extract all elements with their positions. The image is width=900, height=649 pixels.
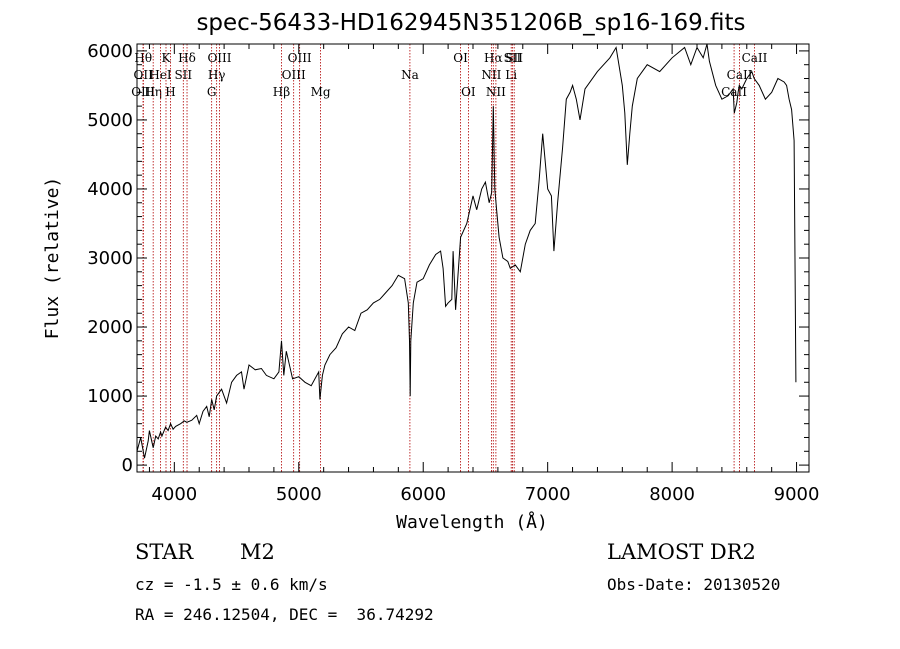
line-label: CaII — [727, 68, 753, 82]
x-tick-label: 9000 — [774, 484, 820, 505]
line-label: Mg — [311, 85, 331, 99]
line-label: Hβ — [273, 85, 290, 99]
y-tick-label: 6000 — [87, 41, 133, 62]
line-label: SII — [505, 51, 523, 65]
line-label: K — [162, 51, 172, 65]
y-axis: 0 1000 2000 3000 4000 5000 6000 — [87, 41, 809, 476]
line-label: Hθ — [134, 51, 152, 65]
coordinates: RA = 246.12504, DEC = 36.74292 — [135, 605, 434, 624]
line-label: Hδ — [178, 51, 196, 65]
spectrum-series-line — [136, 43, 797, 459]
chart-title: spec-56433-HD162945N351206B_sp16-169.fit… — [196, 10, 745, 36]
x-tick-label: 7000 — [525, 484, 571, 505]
line-label: Hη — [144, 85, 162, 99]
line-label: OI — [461, 85, 476, 99]
line-label: HeI — [149, 68, 172, 82]
spectral-line-markers: HθOIIOIIIHηHeIKHSIIHδGHγOIIIHβOIIIOIIIMg… — [131, 44, 768, 472]
subclass: M2 — [240, 540, 275, 564]
y-tick-label: 4000 — [87, 179, 133, 200]
line-label: NII — [486, 85, 506, 99]
line-label: SII — [504, 51, 522, 65]
x-tick-label: 6000 — [400, 484, 446, 505]
x-axis-label: Wavelength (Å) — [396, 511, 548, 533]
x-tick-label: 4000 — [151, 484, 197, 505]
line-label: OIII — [207, 51, 231, 65]
line-label: OIII — [288, 51, 312, 65]
line-label: CaII — [742, 51, 768, 65]
line-label: H — [165, 85, 175, 99]
line-label: OIII — [282, 68, 306, 82]
plot-frame — [136, 43, 810, 473]
y-tick-label: 1000 — [87, 386, 133, 407]
line-label: Hγ — [208, 68, 226, 82]
line-label: Na — [401, 68, 419, 82]
x-tick-label: 8000 — [649, 484, 695, 505]
y-tick-label: 5000 — [87, 110, 133, 131]
x-tick-label: 5000 — [276, 484, 322, 505]
object-class: STAR — [135, 540, 194, 564]
redshift-info: cz = -1.5 ± 0.6 km/s — [135, 575, 328, 594]
line-label: Hα — [484, 51, 503, 65]
x-axis: 4000 5000 6000 7000 8000 9000 — [148, 44, 820, 505]
line-label: NII — [481, 68, 501, 82]
survey-name: LAMOST DR2 — [607, 540, 756, 564]
y-tick-label: 2000 — [87, 317, 133, 338]
line-label: SII — [174, 68, 192, 82]
line-label: Li — [505, 68, 517, 82]
y-tick-label: 0 — [122, 455, 133, 476]
y-tick-label: 3000 — [87, 248, 133, 269]
y-axis-label: Flux (relative) — [42, 177, 63, 340]
line-label: OI — [453, 51, 468, 65]
line-label: G — [207, 85, 217, 99]
obs-date: Obs-Date: 20130520 — [607, 575, 781, 594]
